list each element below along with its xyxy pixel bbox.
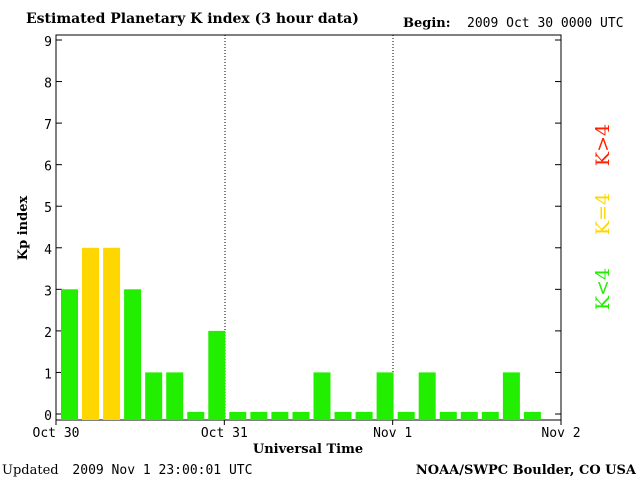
kp-bar bbox=[250, 411, 268, 420]
y-tick-label: 2 bbox=[44, 326, 52, 341]
x-tick-label: Nov 2 bbox=[541, 426, 580, 441]
y-tick-label: 8 bbox=[44, 77, 52, 92]
kp-bar bbox=[313, 372, 331, 420]
kp-bar bbox=[124, 289, 142, 420]
y-ticks: 0 1 2 3 4 5 6 7 8 9 bbox=[44, 35, 561, 424]
kp-bar bbox=[208, 330, 226, 420]
updated-line: Updated 2009 Nov 1 23:00:01 UTC bbox=[2, 463, 252, 478]
kp-bar bbox=[418, 372, 436, 420]
y-tick-label: 7 bbox=[44, 118, 52, 133]
y-tick-label: 3 bbox=[44, 284, 52, 299]
updated-value: 2009 Nov 1 23:00:01 UTC bbox=[72, 463, 252, 478]
kp-bar bbox=[229, 411, 247, 420]
y-tick-label: 6 bbox=[44, 160, 52, 175]
y-axis-label: Kp index bbox=[16, 196, 31, 261]
y-tick-label: 1 bbox=[44, 367, 52, 382]
x-axis-label: Universal Time bbox=[253, 442, 363, 457]
kp-bar bbox=[61, 289, 78, 420]
x-tick-label: Oct 31 bbox=[201, 426, 248, 441]
kp-bar bbox=[271, 411, 289, 420]
kp-bar bbox=[397, 411, 415, 420]
x-tick-label: Nov 1 bbox=[373, 426, 412, 441]
kp-bar bbox=[166, 372, 184, 420]
y-tick-label: 4 bbox=[44, 243, 52, 258]
x-tick-label: Oct 30 bbox=[33, 426, 80, 441]
begin-value: 2009 Oct 30 0000 UTC bbox=[467, 16, 624, 31]
kp-bar bbox=[292, 411, 310, 420]
kp-bar bbox=[103, 247, 121, 420]
kp-bar bbox=[523, 411, 541, 420]
legend-entry: K=4 bbox=[592, 193, 614, 235]
legend-entry: K<4 bbox=[592, 268, 614, 310]
kp-bar bbox=[439, 411, 457, 420]
source-credit: NOAA/SWPC Boulder, CO USA bbox=[416, 463, 637, 478]
kp-bar bbox=[376, 372, 394, 420]
kp-bar bbox=[82, 247, 99, 420]
chart-title: Estimated Planetary K index (3 hour data… bbox=[26, 11, 359, 27]
y-tick-label: 9 bbox=[44, 35, 52, 50]
bars bbox=[61, 247, 541, 420]
kp-bar bbox=[187, 411, 205, 420]
legend: K<4 K=4 K>4 bbox=[592, 124, 614, 310]
y-tick-label: 5 bbox=[44, 201, 52, 216]
kp-bar bbox=[145, 372, 163, 420]
kp-bar bbox=[502, 372, 520, 420]
kp-bar bbox=[481, 411, 499, 420]
x-ticks: Oct 30 Oct 31 Nov 1 Nov 2 bbox=[33, 420, 581, 441]
updated-label: Updated bbox=[2, 463, 59, 478]
kp-bar bbox=[460, 411, 478, 420]
begin-label: Begin: bbox=[403, 16, 451, 31]
kp-bar bbox=[334, 411, 352, 420]
legend-entry: K>4 bbox=[592, 124, 614, 166]
kp-bar bbox=[355, 411, 373, 420]
y-tick-label: 0 bbox=[44, 409, 52, 424]
